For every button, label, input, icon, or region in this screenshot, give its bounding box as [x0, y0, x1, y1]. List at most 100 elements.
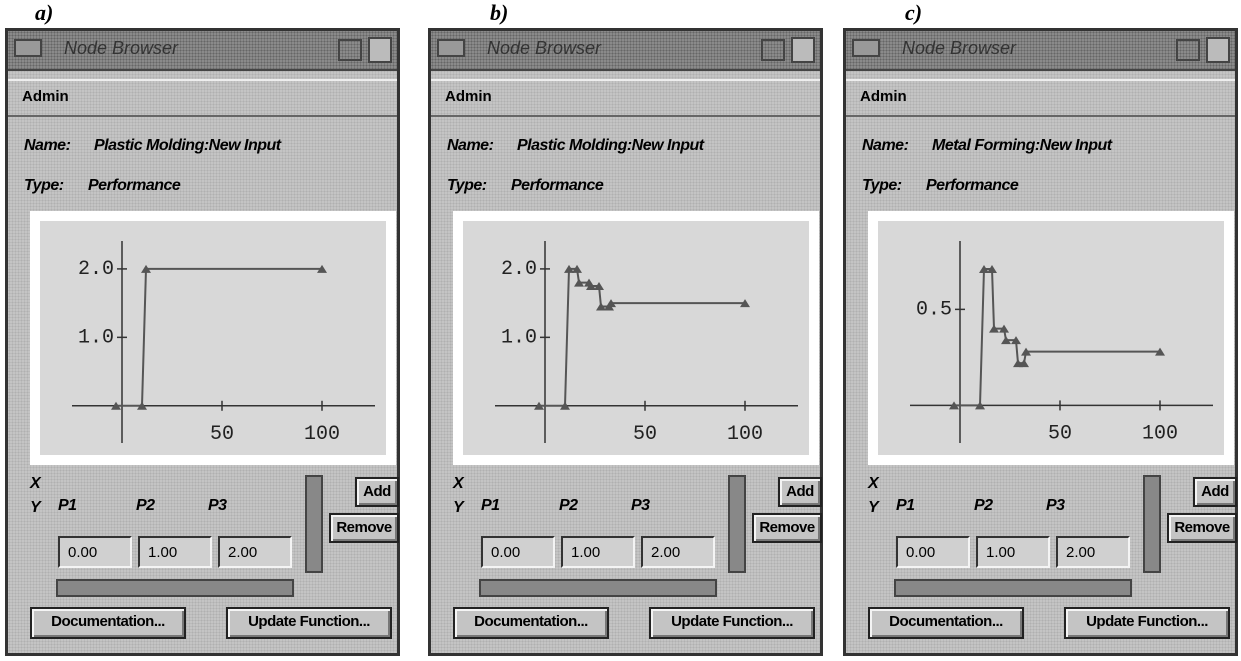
x-label: X [30, 475, 40, 493]
name-label: Name: [24, 137, 70, 155]
param-label: P1 [58, 497, 77, 515]
x-tick-label: 100 [1142, 423, 1178, 446]
title-bar: Node Browser [846, 31, 1235, 71]
param-input[interactable]: 2.00 [641, 536, 715, 568]
update-function-button[interactable]: Update Function... [226, 607, 392, 639]
name-value: Plastic Molding:New Input [517, 137, 704, 155]
menu-admin[interactable]: Admin [860, 88, 907, 105]
chart-frame: 0.5 50 100 [868, 211, 1234, 465]
chart-frame: 1.0 2.0 50 100 [453, 211, 819, 465]
param-label: P3 [1046, 497, 1065, 515]
param-input[interactable]: 1.00 [976, 536, 1050, 568]
param-input[interactable]: 0.00 [481, 536, 555, 568]
param-input[interactable]: 0.00 [896, 536, 970, 568]
chart-frame: 1.0 2.0 50 100 [30, 211, 396, 465]
panel-label: c) [905, 0, 922, 26]
name-value: Metal Forming:New Input [932, 137, 1112, 155]
param-label: P3 [631, 497, 650, 515]
param-label: P2 [559, 497, 578, 515]
param-label: P2 [136, 497, 155, 515]
vertical-scrollbar[interactable] [728, 475, 746, 573]
param-label: P1 [896, 497, 915, 515]
x-label: X [453, 475, 463, 493]
window-title: Node Browser [487, 38, 601, 59]
minimize-button[interactable] [761, 39, 785, 61]
name-label: Name: [447, 137, 493, 155]
param-label: P2 [974, 497, 993, 515]
documentation-button[interactable]: Documentation... [453, 607, 609, 639]
vertical-scrollbar[interactable] [305, 475, 323, 573]
panel-label: a) [35, 0, 53, 26]
window-menu-icon[interactable] [437, 39, 465, 57]
minimize-button[interactable] [338, 39, 362, 61]
x-tick-label: 50 [210, 423, 234, 446]
x-tick-label: 50 [1048, 423, 1072, 446]
window-title: Node Browser [902, 38, 1016, 59]
y-label: Y [453, 499, 463, 517]
y-tick-label: 2.0 [501, 258, 537, 281]
chart: 0.5 50 100 [868, 211, 1234, 465]
maximize-button[interactable] [791, 37, 815, 63]
menu-bar: Admin [846, 79, 1235, 117]
documentation-button[interactable]: Documentation... [30, 607, 186, 639]
type-label: Type: [24, 177, 64, 195]
window: Node Browser Admin Name: Metal Forming:New … [843, 28, 1238, 656]
type-value: Performance [88, 177, 180, 195]
horizontal-scrollbar[interactable] [56, 579, 294, 597]
documentation-button[interactable]: Documentation... [868, 607, 1024, 639]
param-input[interactable]: 1.00 [138, 536, 212, 568]
add-button[interactable]: Add [778, 477, 822, 507]
name-value: Plastic Molding:New Input [94, 137, 281, 155]
y-tick-label: 0.5 [916, 299, 952, 322]
vertical-scrollbar[interactable] [1143, 475, 1161, 573]
maximize-button[interactable] [368, 37, 392, 63]
horizontal-scrollbar[interactable] [894, 579, 1132, 597]
title-bar: Node Browser [431, 31, 820, 71]
x-tick-label: 50 [633, 423, 657, 446]
window-menu-icon[interactable] [852, 39, 880, 57]
x-label: X [868, 475, 878, 493]
horizontal-scrollbar[interactable] [479, 579, 717, 597]
panel-label: b) [490, 0, 508, 26]
param-label: P3 [208, 497, 227, 515]
chart: 1.0 2.0 50 100 [453, 211, 819, 465]
type-label: Type: [447, 177, 487, 195]
title-bar: Node Browser [8, 31, 397, 71]
window-title: Node Browser [64, 38, 178, 59]
remove-button[interactable]: Remove [752, 513, 822, 543]
x-tick-label: 100 [304, 423, 340, 446]
y-tick-label: 1.0 [501, 327, 537, 350]
window: Node Browser Admin Name: Plastic Molding:Ne… [428, 28, 823, 656]
param-label: P1 [481, 497, 500, 515]
add-button[interactable]: Add [1193, 477, 1237, 507]
update-function-button[interactable]: Update Function... [649, 607, 815, 639]
maximize-button[interactable] [1206, 37, 1230, 63]
param-input[interactable]: 2.00 [218, 536, 292, 568]
name-label: Name: [862, 137, 908, 155]
y-tick-label: 2.0 [78, 258, 114, 281]
menu-admin[interactable]: Admin [22, 88, 69, 105]
menu-bar: Admin [8, 79, 397, 117]
type-value: Performance [511, 177, 603, 195]
plot-background [878, 221, 1224, 455]
remove-button[interactable]: Remove [329, 513, 399, 543]
update-function-button[interactable]: Update Function... [1064, 607, 1230, 639]
minimize-button[interactable] [1176, 39, 1200, 61]
window: Node Browser Admin Name: Plastic Molding:Ne… [5, 28, 400, 656]
param-input[interactable]: 0.00 [58, 536, 132, 568]
menu-admin[interactable]: Admin [445, 88, 492, 105]
window-menu-icon[interactable] [14, 39, 42, 57]
x-tick-label: 100 [727, 423, 763, 446]
y-label: Y [30, 499, 40, 517]
chart: 1.0 2.0 50 100 [30, 211, 396, 465]
screen: {"panels": [ {"label": "a)", "window_tit… [0, 0, 1241, 661]
add-button[interactable]: Add [355, 477, 399, 507]
type-label: Type: [862, 177, 902, 195]
remove-button[interactable]: Remove [1167, 513, 1237, 543]
menu-bar: Admin [431, 79, 820, 117]
param-input[interactable]: 1.00 [561, 536, 635, 568]
y-tick-label: 1.0 [78, 327, 114, 350]
y-label: Y [868, 499, 878, 517]
param-input[interactable]: 2.00 [1056, 536, 1130, 568]
type-value: Performance [926, 177, 1018, 195]
